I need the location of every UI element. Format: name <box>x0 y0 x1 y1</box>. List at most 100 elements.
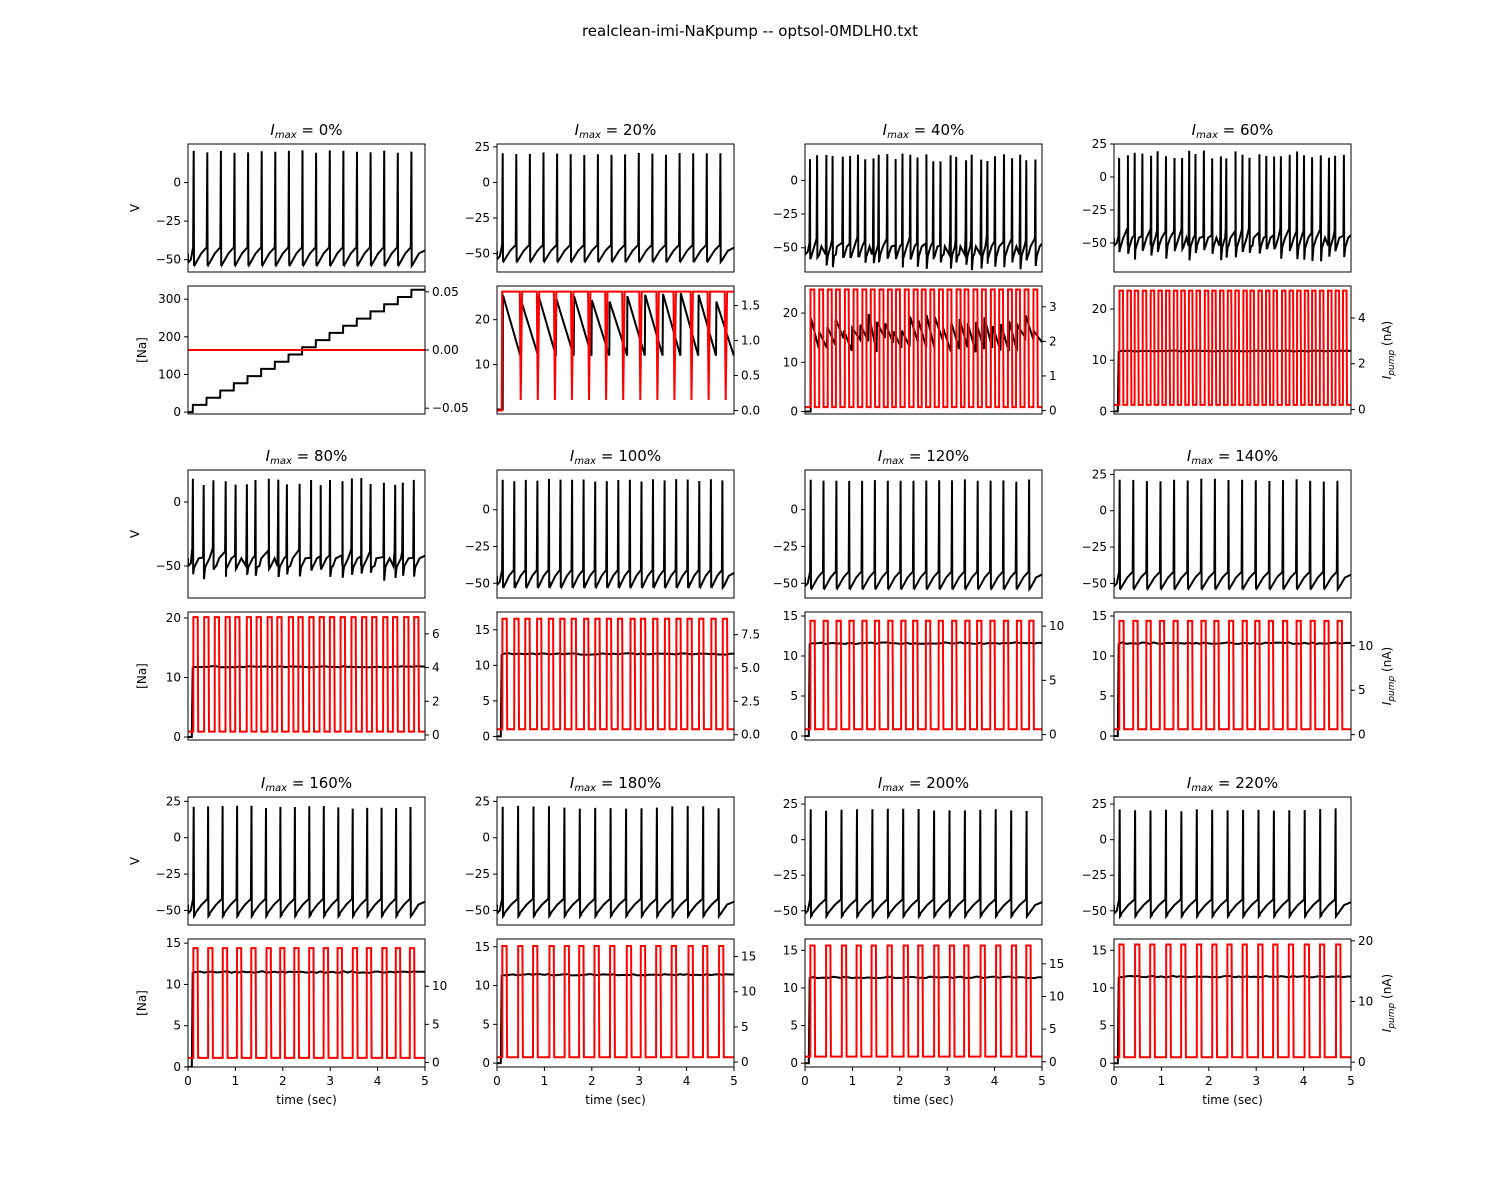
panel-title: Imax = 80% <box>266 447 348 467</box>
time-xtick-label: 3 <box>943 1074 951 1088</box>
pump-ytick-label: 5.0 <box>741 661 760 675</box>
voltage-ytick-label: 25 <box>1092 137 1107 151</box>
time-xtick-label: 1 <box>849 1074 857 1088</box>
panel-title-subscript: max <box>265 783 287 794</box>
panel-title: Imax = 220% <box>1187 774 1278 794</box>
time-axis-label: time (sec) <box>276 1093 337 1107</box>
voltage-ytick-label: 0 <box>1099 833 1107 847</box>
voltage-axis-label: V <box>128 529 142 538</box>
pump-ytick-label: 7.5 <box>741 628 760 642</box>
voltage-trace <box>1114 150 1351 262</box>
sodium-ytick-label: 0 <box>790 1056 798 1070</box>
voltage-axes-frame <box>187 143 426 273</box>
panel-title-symbol: I <box>878 774 883 792</box>
sodium-axes-frame <box>1113 285 1352 415</box>
panel-title-symbol: I <box>878 447 883 465</box>
sodium-axes-frame <box>804 611 1043 741</box>
sodium-ytick-label: 200 <box>158 330 181 344</box>
pump-ytick-label: 5 <box>432 1017 440 1031</box>
voltage-ytick-label: 0 <box>1099 504 1107 518</box>
voltage-ytick-label: −50 <box>156 559 181 573</box>
voltage-ytick-label: 0 <box>1099 170 1107 184</box>
voltage-axes-frame <box>804 469 1043 599</box>
panel-title-value: = 200% <box>904 774 969 792</box>
time-xtick-label: 3 <box>1252 1074 1260 1088</box>
time-xtick-label: 3 <box>326 1074 334 1088</box>
panel-title-subscript: max <box>882 783 904 794</box>
pump-ytick-label: 10 <box>1358 994 1373 1008</box>
pump-ytick-label: 0.5 <box>741 369 760 383</box>
sodium-axes-frame <box>496 285 735 415</box>
voltage-axes-frame <box>1113 796 1352 926</box>
sodium-ytick-label: 5 <box>482 1017 490 1031</box>
sodium-axes-frame <box>804 285 1043 415</box>
voltage-ytick-label: −50 <box>465 576 490 590</box>
sodium-trace <box>805 641 1042 737</box>
pump-ytick-label: 2 <box>1358 357 1366 371</box>
voltage-ytick-label: 0 <box>482 831 490 845</box>
figure-title: realclean-imi-NaKpump -- optsol-0MDLH0.t… <box>582 22 918 40</box>
sodium-ytick-label: 10 <box>1092 649 1107 663</box>
sodium-axes-frame <box>1113 938 1352 1068</box>
time-xtick-label: 4 <box>374 1074 382 1088</box>
voltage-ytick-label: 0 <box>790 173 798 187</box>
voltage-ytick-label: 25 <box>783 797 798 811</box>
sodium-ytick-label: 0 <box>173 1060 181 1074</box>
pump-ytick-label: 0.0 <box>741 404 760 418</box>
sodium-ytick-label: 0 <box>173 405 181 419</box>
panel-title-value: = 20% <box>601 121 656 139</box>
pump-axis-label: Ipump (nA) <box>1380 321 1397 379</box>
time-xtick-label: 5 <box>730 1074 738 1088</box>
sodium-axes-frame <box>187 938 426 1068</box>
voltage-trace <box>497 478 734 591</box>
voltage-ytick-label: −50 <box>773 241 798 255</box>
voltage-ytick-label: −25 <box>465 540 490 554</box>
sodium-ytick-label: 10 <box>1092 353 1107 367</box>
panel-title: Imax = 180% <box>570 774 661 794</box>
sodium-ytick-label: 5 <box>173 1019 181 1033</box>
time-xtick-label: 1 <box>1158 1074 1166 1088</box>
sodium-ytick-label: 0 <box>1099 404 1107 418</box>
voltage-trace <box>1114 808 1351 920</box>
panel-grid: Imax = 0%−50−250V0100200300−0.050.000.05… <box>128 121 1397 1107</box>
time-xtick-label: 0 <box>493 1074 501 1088</box>
voltage-axes-frame <box>804 143 1043 273</box>
panel-6: Imax = 120% −50 −25 0 0 5 10 15 0 5 10 <box>773 447 1065 743</box>
pump-ytick-label: 5 <box>1358 683 1366 697</box>
voltage-ytick-label: −50 <box>1082 236 1107 250</box>
voltage-ytick-label: 0 <box>790 503 798 517</box>
sodium-ytick-label: 15 <box>1092 609 1107 623</box>
panel-title-symbol: I <box>570 447 575 465</box>
sodium-trace <box>1114 974 1351 1065</box>
voltage-axes-frame <box>187 469 426 599</box>
time-xtick-label: 2 <box>1205 1074 1213 1088</box>
pump-ytick-label: 1 <box>1049 369 1057 383</box>
panel-7: Imax = 140% −50 −25 0 25 0 5 10 15 0 5 10 Ipump (nA) <box>1082 447 1397 743</box>
pump-ytick-label: 1.5 <box>741 299 760 313</box>
voltage-ytick-label: −25 <box>1082 868 1107 882</box>
time-axis-label: time (sec) <box>585 1093 646 1107</box>
pump-ytick-label: 10 <box>1358 639 1373 653</box>
panel-0: Imax = 0% −50 −25 0 V 0 100 200 300 −0.05 0.00 0.05… <box>128 121 469 419</box>
sodium-ytick-label: 0 <box>482 729 490 743</box>
sodium-ytick-label: 15 <box>783 943 798 957</box>
sodium-axes-frame <box>804 938 1043 1068</box>
sodium-ytick-label: 10 <box>166 670 181 684</box>
time-xtick-label: 4 <box>683 1074 691 1088</box>
panel-title-subscript: max <box>887 130 909 141</box>
pump-current-trace <box>1114 619 1351 731</box>
panel-title-value: = 40% <box>909 121 964 139</box>
voltage-ytick-label: −50 <box>465 247 490 261</box>
time-xtick-label: 3 <box>635 1074 643 1088</box>
panel-2: Imax = 40% −50 −25 0 0 10 20 0 1 2 3 <box>773 121 1057 419</box>
sodium-ytick-label: 10 <box>475 658 490 672</box>
voltage-trace <box>188 477 425 581</box>
pump-ytick-label: 2 <box>432 694 440 708</box>
voltage-ytick-label: 25 <box>475 140 490 154</box>
sodium-ytick-label: 0 <box>790 729 798 743</box>
panel-title-symbol: I <box>575 121 580 139</box>
time-axis-label: time (sec) <box>1202 1093 1263 1107</box>
sodium-axes-frame <box>1113 611 1352 741</box>
